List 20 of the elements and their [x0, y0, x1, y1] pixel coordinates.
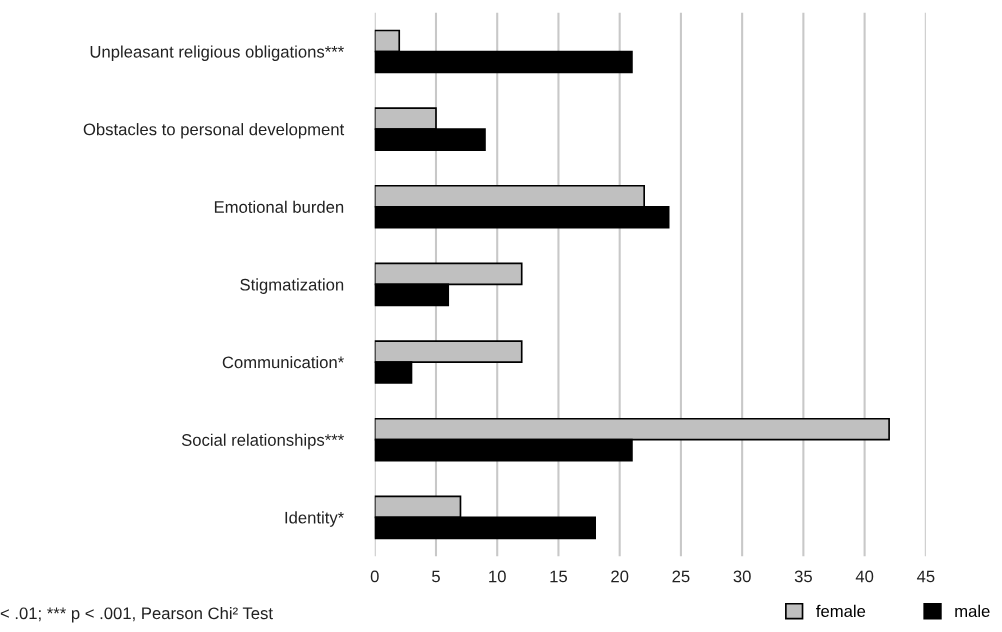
x-tick-label: 35	[794, 570, 812, 583]
y-tick-label: Stigmatization	[240, 278, 344, 294]
x-tick-label: 15	[550, 570, 568, 583]
x-tick-label: 10	[489, 570, 506, 583]
x-tick-label: 20	[611, 570, 629, 583]
x-tick-label: 45	[916, 570, 935, 583]
x-tick-label: 30	[733, 570, 751, 583]
legend-label: female	[816, 604, 866, 618]
legend-label: male	[955, 604, 990, 618]
y-tick-label: Identity*	[285, 511, 344, 527]
text: < .01; *** p < .001, Pearson Chi² Test	[0, 606, 273, 623]
x-tick-label: 0	[370, 570, 379, 583]
y-tick-label: Social relationships***	[181, 433, 344, 450]
x-tick-label: 5	[432, 570, 440, 583]
x-tick-label: 25	[672, 570, 690, 583]
y-tick-label: Communication*	[222, 356, 344, 369]
y-tick-label: Obstacles to personal development	[83, 123, 345, 139]
y-tick-label: Unpleasant religious obligations***	[90, 45, 344, 61]
x-tick-label: 40	[855, 570, 874, 583]
y-tick-label: Emotional burden	[214, 200, 344, 213]
